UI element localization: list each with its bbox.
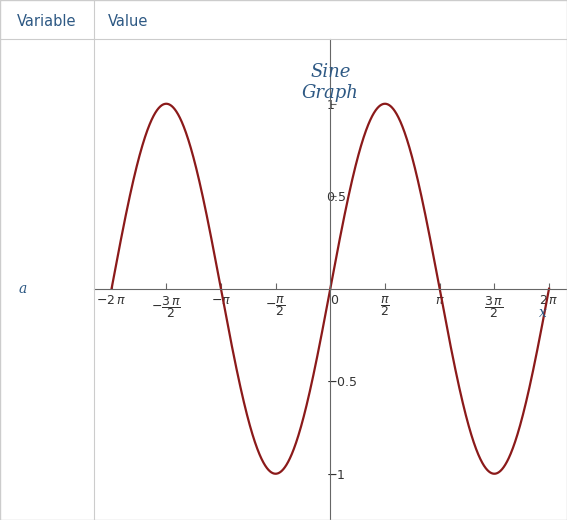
Text: a: a [19, 282, 27, 296]
Text: Sine
Graph: Sine Graph [302, 63, 359, 102]
Text: Value: Value [108, 14, 148, 29]
Text: Variable: Variable [17, 14, 77, 29]
Text: x: x [539, 306, 547, 320]
